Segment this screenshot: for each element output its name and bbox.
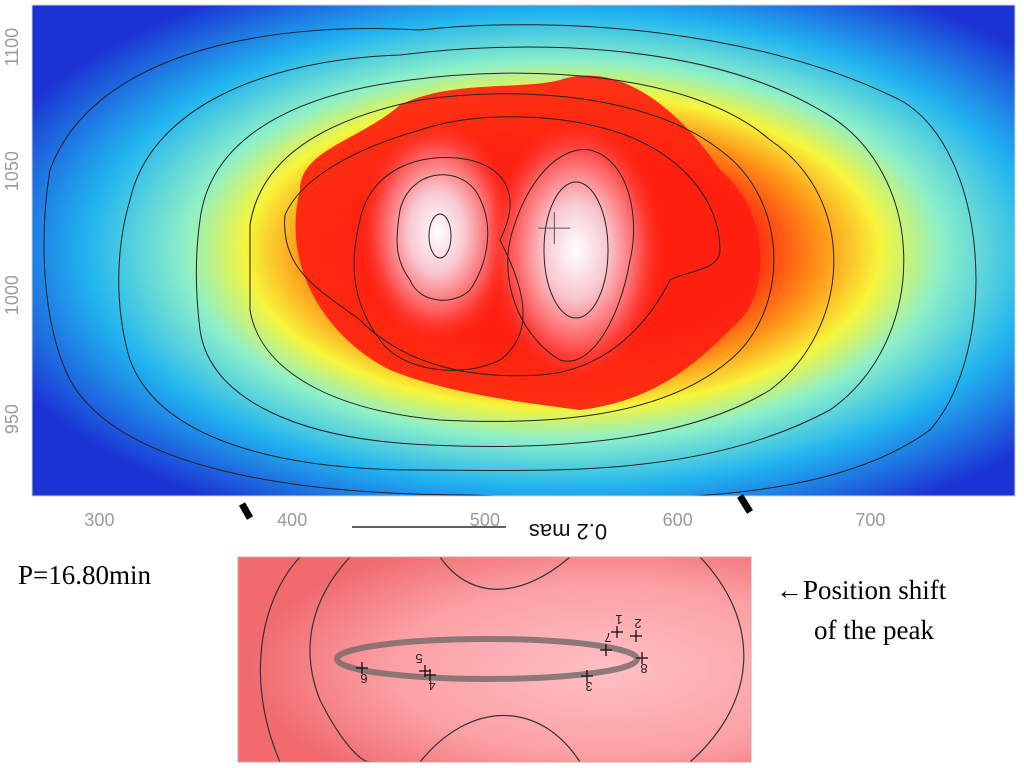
- contour-7: [396, 174, 489, 301]
- heatmap-frame: [31, 4, 1016, 497]
- y-tick-label: 950: [2, 404, 22, 434]
- point-label: 6: [360, 671, 367, 686]
- point-label: 2: [634, 616, 641, 631]
- contour-8: [428, 213, 452, 259]
- inset-contours: [259, 557, 745, 762]
- inset-contour-bottom: [419, 715, 581, 762]
- y-tick-label: 1000: [2, 275, 22, 315]
- period-label: P=16.80min: [18, 560, 151, 590]
- contour-2: [118, 46, 905, 471]
- contour-9: [507, 149, 635, 362]
- heatmap-panel: [32, 5, 1015, 496]
- contour-3: [195, 72, 835, 447]
- position-shift-note: ←Position shift of the peak: [776, 570, 946, 650]
- primary-lobe: [486, 115, 666, 385]
- point-label: 4: [428, 678, 435, 693]
- point-label: 5: [415, 651, 422, 666]
- scale-tick-left: [238, 502, 254, 520]
- note-line-2: of the peak: [814, 615, 934, 645]
- scale-tick-right: [737, 494, 753, 514]
- inset-point-8: 8: [636, 652, 648, 676]
- inset-frame: [237, 556, 752, 763]
- inset-contour-top: [439, 557, 571, 590]
- contour-1: [43, 24, 977, 496]
- x-tick-label: 600: [663, 510, 693, 530]
- inset-panel: 1 2 3 45 6 7 8: [238, 557, 751, 762]
- inset-point-6: 6: [356, 662, 368, 686]
- note-line-1: ←Position shift: [776, 575, 947, 605]
- contour-10: [543, 181, 609, 319]
- x-tick-label: 700: [855, 510, 885, 530]
- inset-contour-left: [259, 557, 301, 762]
- x-axis: 300 400 500 600 700: [84, 510, 885, 530]
- inset-background: [238, 557, 751, 762]
- inset-contour-left-inner: [309, 557, 371, 762]
- inset-point-2: 2: [630, 616, 642, 642]
- scale-bar-label: 0.2 mas: [529, 519, 607, 544]
- inset-point-1: 1: [611, 612, 623, 638]
- point-label: 3: [585, 679, 592, 694]
- contour-4: [249, 93, 775, 422]
- x-tick-label: 300: [84, 510, 114, 530]
- x-tick-label: 400: [277, 510, 307, 530]
- inset-point-7: 7: [600, 630, 612, 656]
- x-tick-label: 500: [470, 510, 500, 530]
- peak-shift-ellipse: [334, 636, 640, 682]
- contour-lines: [43, 24, 977, 496]
- contour-6: [353, 157, 524, 371]
- inset-point-5: 5: [415, 651, 431, 677]
- point-label: 7: [604, 630, 611, 645]
- y-tick-label: 1050: [2, 151, 22, 191]
- secondary-lobe: [357, 117, 517, 347]
- y-tick-label: 1100: [2, 28, 22, 67]
- point-label: 8: [640, 661, 647, 676]
- point-label: 1: [615, 612, 622, 627]
- inset-contour-right: [689, 557, 745, 762]
- y-axis: 950 1000 1050 1100: [2, 28, 22, 434]
- inset-point-3: 3: [581, 670, 593, 694]
